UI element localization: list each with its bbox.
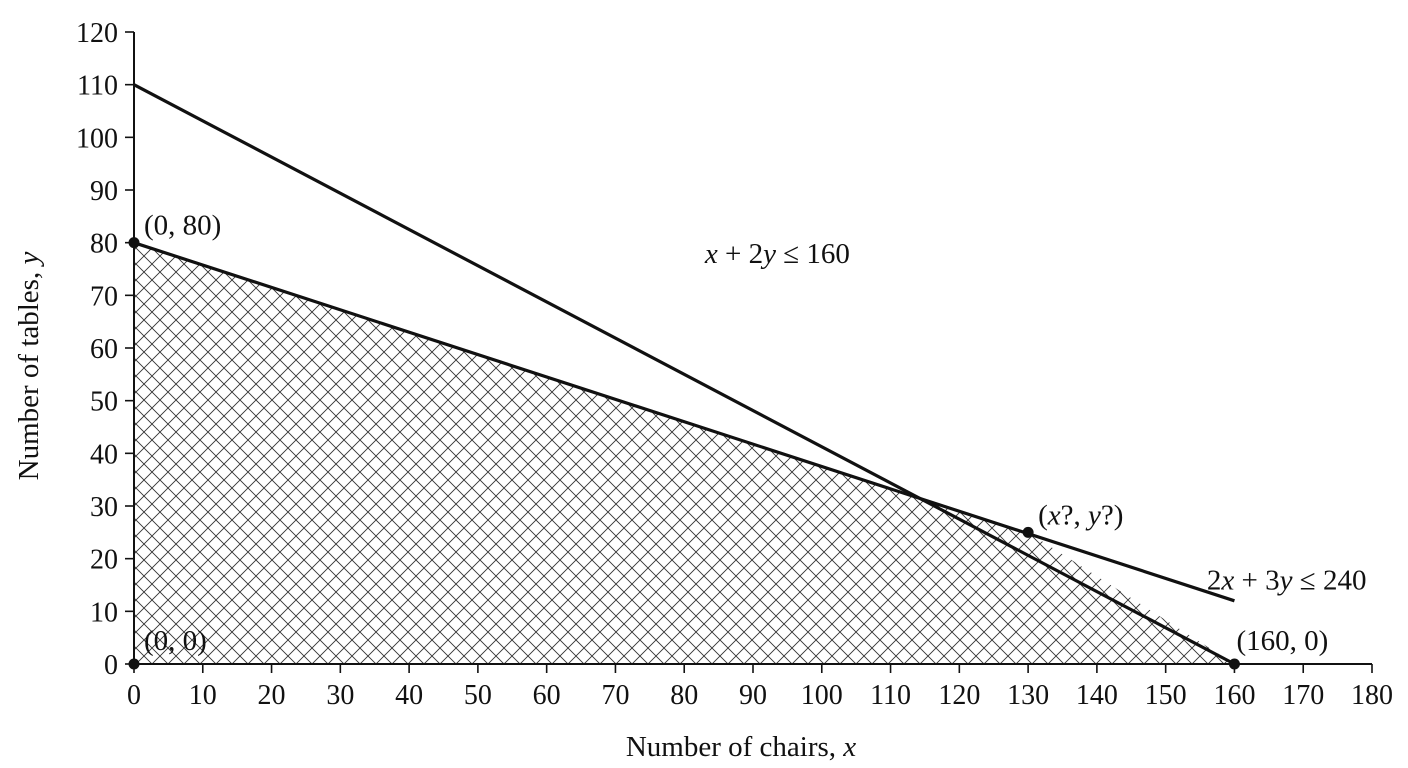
y-tick-label: 90 [90, 176, 118, 207]
constraint-line-1 [133, 83, 1236, 666]
vertex-point [128, 237, 140, 249]
y-tick-label: 0 [104, 650, 118, 681]
y-tick-label: 50 [90, 387, 118, 418]
vertex-point [1022, 526, 1034, 538]
x-tick-label: 140 [1076, 680, 1118, 711]
vertex-label: (0, 0) [144, 625, 207, 657]
y-tick-label: 20 [90, 545, 118, 576]
y-axis-title: Number of tables, y [13, 252, 45, 481]
x-tick-label: 160 [1213, 680, 1255, 711]
inequality-label-1: x + 2y ≤ 160 [704, 238, 850, 270]
x-tick-label: 100 [801, 680, 843, 711]
vertex-label: (0, 80) [144, 210, 221, 242]
y-tick-label: 60 [90, 334, 118, 365]
x-tick-label: 90 [739, 680, 767, 711]
y-tick-label: 80 [90, 229, 118, 260]
x-tick-label: 20 [258, 680, 286, 711]
x-tick-label: 40 [395, 680, 423, 711]
vertex-point [128, 658, 140, 670]
x-tick-label: 170 [1282, 680, 1324, 711]
x-tick-label: 30 [326, 680, 354, 711]
y-tick-label: 40 [90, 439, 118, 470]
vertex-point [1228, 658, 1240, 670]
y-tick-label: 10 [90, 597, 118, 628]
y-tick-label: 70 [90, 281, 118, 312]
y-tick-label: 110 [77, 71, 118, 102]
vertex-label: (160, 0) [1236, 625, 1328, 657]
constraint-line-2 [133, 241, 1235, 603]
x-tick-label: 180 [1351, 680, 1393, 711]
vertex-label: (x?, y?) [1038, 499, 1123, 531]
x-tick-label: 0 [127, 680, 141, 711]
x-tick-label: 10 [189, 680, 217, 711]
y-tick-label: 120 [76, 18, 118, 49]
y-tick-label: 30 [90, 492, 118, 523]
x-tick-label: 120 [938, 680, 980, 711]
x-tick-label: 80 [670, 680, 698, 711]
x-tick-label: 110 [870, 680, 911, 711]
x-tick-label: 130 [1007, 680, 1049, 711]
x-tick-label: 70 [601, 680, 629, 711]
x-tick-label: 150 [1145, 680, 1187, 711]
x-tick-label: 60 [533, 680, 561, 711]
x-axis-title: Number of chairs, x [626, 731, 856, 763]
inequality-label-2: 2x + 3y ≤ 240 [1207, 565, 1367, 597]
x-tick-label: 50 [464, 680, 492, 711]
feasible-region [134, 242, 1235, 664]
y-tick-label: 100 [76, 123, 118, 154]
